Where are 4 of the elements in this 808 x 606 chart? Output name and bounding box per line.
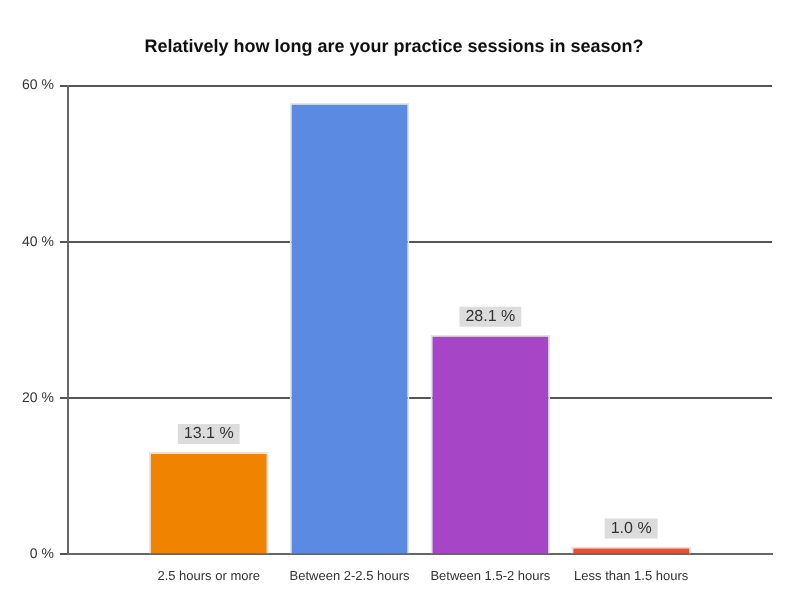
data-label: 1.0 % — [610, 518, 652, 537]
chart-title: Relatively how long are your practice sessions in season? — [144, 35, 644, 56]
data-label: 28.1 % — [465, 307, 516, 326]
data-label: 13.1 % — [183, 424, 234, 443]
